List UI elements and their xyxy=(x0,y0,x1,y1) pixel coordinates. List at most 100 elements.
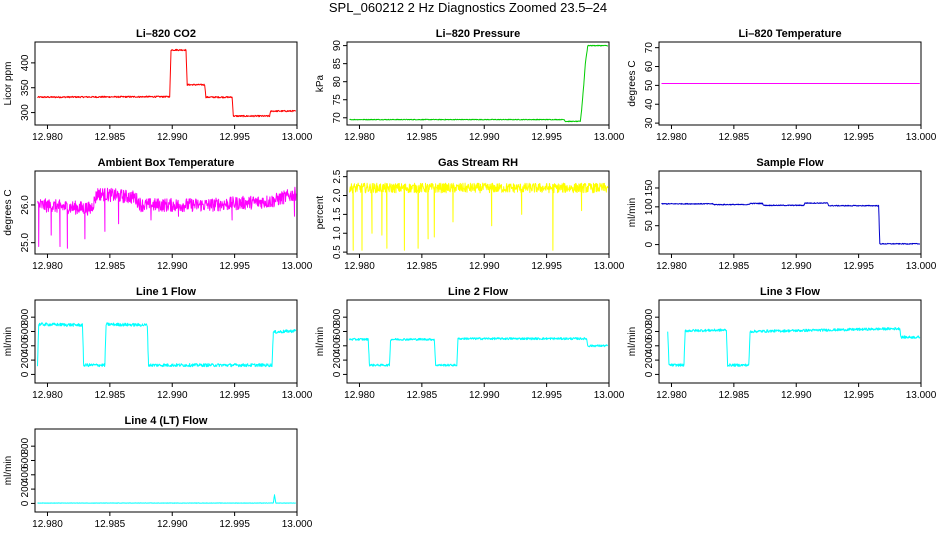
y-tick-label: 800 xyxy=(644,308,655,325)
x-tick-label: 13.000 xyxy=(906,261,936,272)
x-tick-label: 12.995 xyxy=(219,261,250,272)
y-tick-label: 0 xyxy=(644,241,655,247)
y-tick-label: 800 xyxy=(20,437,31,454)
y-tick-label: 800 xyxy=(332,308,343,325)
plot-frame xyxy=(34,41,298,126)
y-tick-label: 2.0 xyxy=(332,188,343,202)
y-tick-label: 350 xyxy=(20,79,31,96)
x-tick-label: 12.990 xyxy=(469,390,500,401)
y-tick-label: 200 xyxy=(20,351,31,368)
y-tick-label: 70 xyxy=(332,112,343,124)
x-tick-label: 12.985 xyxy=(95,261,126,272)
y-tick-label: 1.0 xyxy=(332,226,343,240)
panel-pressure: Li–820 Pressure 12.980 12.985 12.990 12.995 1… xyxy=(315,28,625,143)
y-tick-label: 300 xyxy=(20,104,31,121)
x-tick-label: 13.000 xyxy=(906,132,936,143)
plot-frame xyxy=(346,299,610,384)
y-tick-label: 400 xyxy=(20,466,31,483)
panel-title: Line 1 Flow xyxy=(136,286,196,298)
y-tick-label: 0 xyxy=(20,500,31,506)
panel-co2: Li–820 CO2 12.980 12.985 12.990 12.995 13.000… xyxy=(3,28,313,143)
x-tick-label: 12.980 xyxy=(656,261,687,272)
x-tick-label: 12.980 xyxy=(344,132,375,143)
x-tick-label: 12.980 xyxy=(32,132,63,143)
x-tick-label: 12.995 xyxy=(219,132,250,143)
x-tick-label: 13.000 xyxy=(594,390,625,401)
x-tick-label: 12.995 xyxy=(219,519,250,530)
panel-line1: Line 1 Flow 12.980 12.985 12.990 12.995 13.00… xyxy=(3,286,313,401)
x-tick-label: 13.000 xyxy=(594,261,625,272)
y-tick-label: 1.5 xyxy=(332,207,343,221)
y-tick-label: 400 xyxy=(644,337,655,354)
y-tick-label: 600 xyxy=(332,323,343,340)
x-tick-label: 12.990 xyxy=(781,261,812,272)
x-tick-label: 13.000 xyxy=(282,390,313,401)
series-line xyxy=(37,48,296,118)
x-tick-label: 12.995 xyxy=(843,261,874,272)
series-line xyxy=(661,202,920,245)
y-tick-label: 0 xyxy=(332,371,343,377)
x-tick-label: 12.985 xyxy=(407,261,438,272)
x-tick-label: 12.980 xyxy=(656,390,687,401)
y-tick-label: 600 xyxy=(20,323,31,340)
series-line xyxy=(349,44,609,123)
y-tick-label: 400 xyxy=(332,337,343,354)
x-tick-label: 12.990 xyxy=(157,261,188,272)
panel-title: Li–820 CO2 xyxy=(136,28,196,40)
series-line xyxy=(349,337,609,367)
x-tick-label: 12.995 xyxy=(843,132,874,143)
x-tick-label: 13.000 xyxy=(906,390,936,401)
plot-frame xyxy=(658,299,922,384)
y-tick-label: 75 xyxy=(332,94,343,106)
x-tick-label: 12.995 xyxy=(531,261,562,272)
y-tick-label: 200 xyxy=(644,351,655,368)
y-tick-label: 400 xyxy=(20,54,31,71)
panel-title: Ambient Box Temperature xyxy=(98,157,235,169)
plot-frame xyxy=(658,41,922,126)
x-tick-label: 12.985 xyxy=(95,132,126,143)
y-axis-label: degrees C xyxy=(3,189,14,235)
x-tick-label: 12.985 xyxy=(407,132,438,143)
plot-frame xyxy=(34,170,298,255)
x-tick-label: 13.000 xyxy=(282,519,313,530)
y-tick-label: 600 xyxy=(20,452,31,469)
y-tick-label: 90 xyxy=(332,40,343,52)
y-tick-label: 0 xyxy=(644,371,655,377)
x-tick-label: 12.985 xyxy=(95,519,126,530)
y-tick-label: 26.0 xyxy=(20,195,31,215)
series-line xyxy=(37,322,297,368)
y-tick-label: 30 xyxy=(644,117,655,129)
x-tick-label: 12.980 xyxy=(344,390,375,401)
panel-title: Li–820 Temperature xyxy=(738,28,841,40)
y-tick-label: 85 xyxy=(332,58,343,70)
y-axis-label: ml/min xyxy=(627,198,638,227)
y-axis-label: degrees C xyxy=(627,60,638,106)
x-tick-label: 12.985 xyxy=(719,261,750,272)
x-tick-label: 12.990 xyxy=(157,390,188,401)
y-axis-label: ml/min xyxy=(315,327,326,356)
panel-title: Line 3 Flow xyxy=(760,286,820,298)
plot-frame xyxy=(34,428,298,513)
y-tick-label: 0 xyxy=(20,371,31,377)
y-tick-label: 70 xyxy=(644,42,655,54)
x-tick-label: 12.980 xyxy=(32,390,63,401)
plot-frame xyxy=(346,41,610,126)
series-line xyxy=(37,186,297,249)
y-tick-label: 400 xyxy=(20,337,31,354)
x-tick-label: 12.995 xyxy=(843,390,874,401)
y-tick-label: 800 xyxy=(20,308,31,325)
panel-line3: Line 3 Flow 12.980 12.985 12.990 12.995 13.00… xyxy=(627,286,936,401)
series-line xyxy=(37,494,297,504)
panel-title: Li–820 Pressure xyxy=(436,28,520,40)
y-tick-label: 150 xyxy=(644,179,655,196)
x-tick-label: 12.990 xyxy=(781,132,812,143)
x-tick-label: 13.000 xyxy=(594,132,625,143)
x-tick-label: 12.990 xyxy=(469,132,500,143)
x-tick-label: 12.990 xyxy=(157,132,188,143)
x-tick-label: 13.000 xyxy=(282,261,313,272)
y-tick-label: 0.5 xyxy=(332,245,343,259)
x-tick-label: 12.995 xyxy=(219,390,250,401)
y-axis-label: ml/min xyxy=(627,327,638,356)
panel-title: Line 4 (LT) Flow xyxy=(125,415,208,427)
series-line xyxy=(667,327,921,367)
